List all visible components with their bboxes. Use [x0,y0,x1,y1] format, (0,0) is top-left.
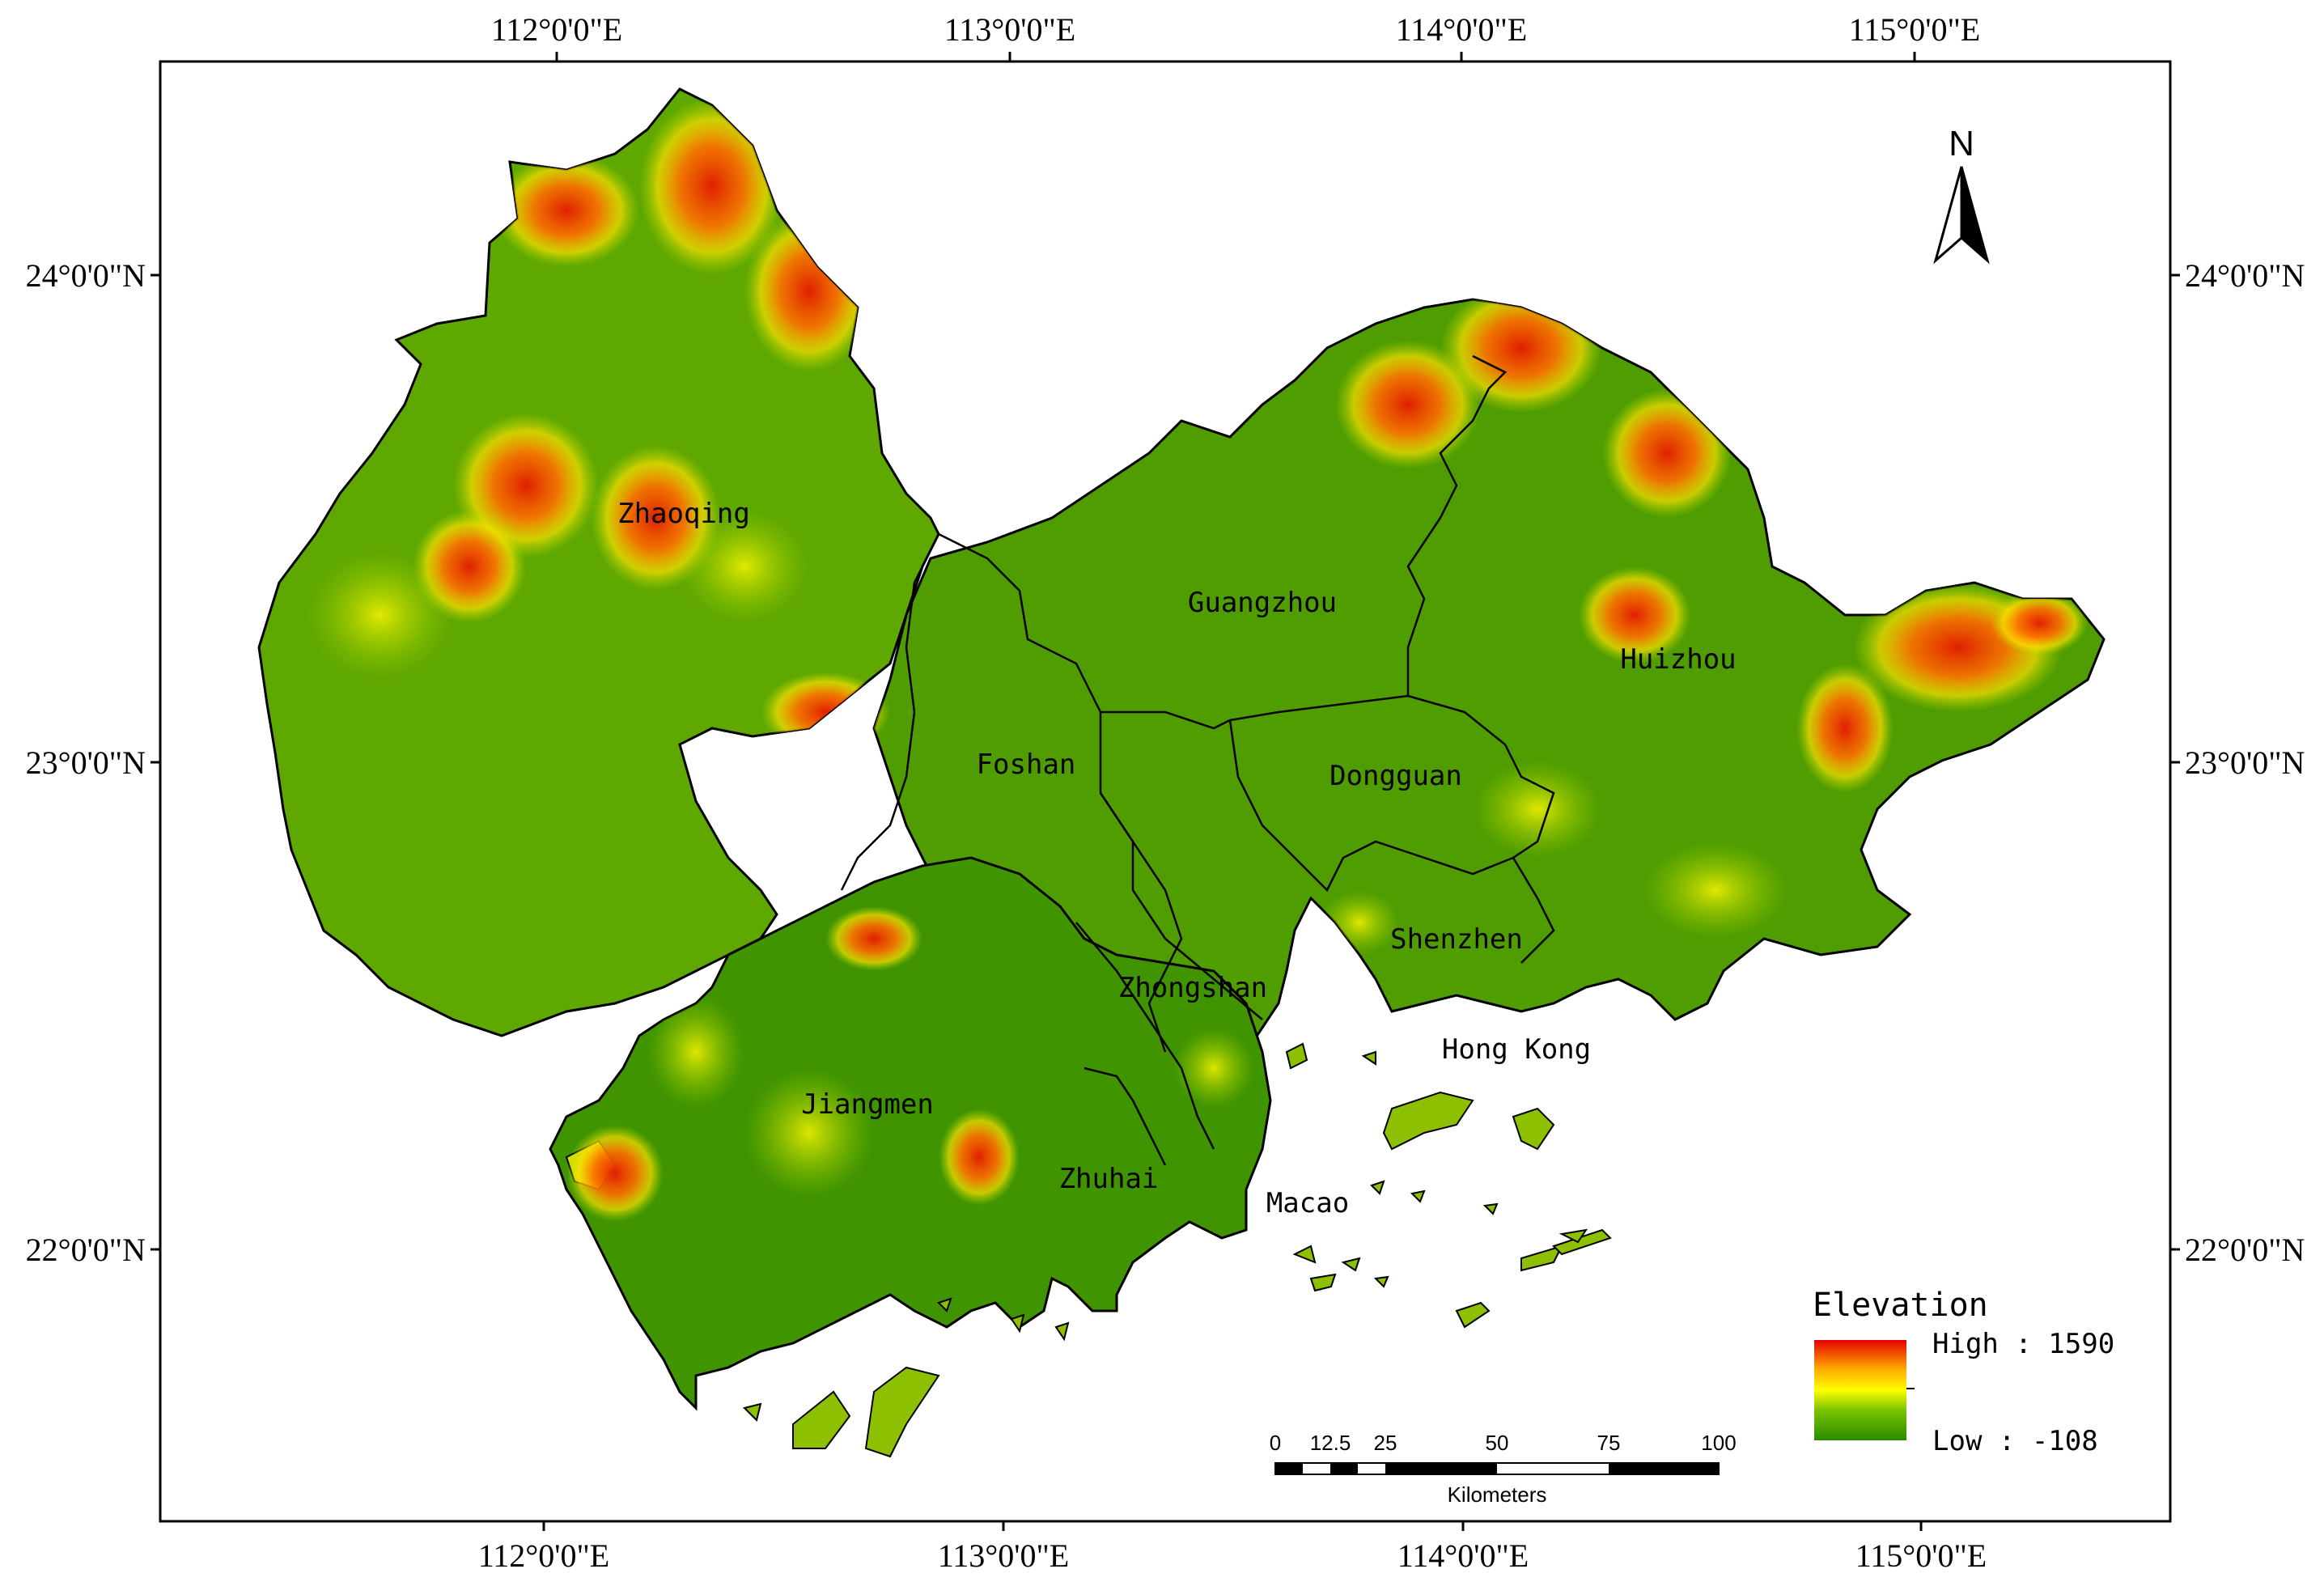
islands [743,1042,1612,1458]
lat-label: 24°0'0"N [26,257,146,294]
scale-tick-label: 50 [1486,1431,1509,1455]
legend-low-label: Low : -108 [1932,1425,2098,1457]
legend: Elevation High : 1590 Low : -108 [1813,1287,2114,1457]
lon-label: 114°0'0"E [1396,11,1527,48]
lon-label: 113°0'0"E [944,11,1075,48]
city-label-macao: Macao [1266,1187,1349,1219]
top-longitude-labels: 112°0'0"E 113°0'0"E 114°0'0"E 115°0'0"E [491,11,1980,48]
scale-tick-label: 100 [1701,1431,1736,1455]
lon-label: 113°0'0"E [938,1537,1069,1574]
city-label-hongkong: Hong Kong [1442,1033,1591,1066]
scale-tick-label: 75 [1597,1431,1621,1455]
lat-label: 23°0'0"N [26,744,146,781]
lat-label: 22°0'0"N [26,1232,146,1268]
scale-unit-label: Kilometers [1448,1482,1547,1507]
north-arrow-right-icon [1960,166,1990,265]
legend-high-label: High : 1590 [1932,1328,2114,1360]
city-boundaries [840,354,1555,1166]
bottom-longitude-labels: 112°0'0"E 113°0'0"E 114°0'0"E 115°0'0"E [478,1537,1987,1574]
legend-color-ramp [1814,1340,1906,1440]
scale-tick-label: 25 [1374,1431,1397,1455]
lon-label: 114°0'0"E [1397,1537,1529,1574]
city-label-zhongshan: Zhongshan [1118,972,1267,1004]
city-label-jiangmen: Jiangmen [801,1088,934,1121]
city-label-zhaoqing: Zhaoqing [617,498,750,530]
city-label-guangzhou: Guangzhou [1188,587,1337,619]
city-label-foshan: Foshan [977,748,1076,781]
city-label-huizhou: Huizhou [1620,643,1736,676]
north-label: N [1949,124,1974,163]
city-label-shenzhen: Shenzhen [1390,923,1523,956]
north-arrow: N [1933,124,1990,265]
lon-label: 112°0'0"E [478,1537,609,1574]
lat-label: 23°0'0"N [2185,744,2305,781]
city-labels: Zhaoqing Guangzhou Huizhou Foshan Donggu… [617,498,1737,1219]
lat-label: 24°0'0"N [2185,257,2305,294]
lat-label: 22°0'0"N [2185,1232,2305,1268]
map-frame [159,60,2172,1523]
lon-label: 112°0'0"E [491,11,622,48]
city-label-dongguan: Dongguan [1330,760,1462,792]
scale-tick-label: 0 [1270,1431,1281,1455]
legend-title: Elevation [1813,1287,1988,1324]
scale-bar: 0 12.5 25 50 75 100 Kilometers [1270,1431,1737,1507]
lon-label: 115°0'0"E [1849,11,1980,48]
lon-label: 115°0'0"E [1855,1537,1987,1574]
north-arrow-left-icon [1933,166,1963,265]
scale-tick-label: 12.5 [1310,1431,1351,1455]
graticule-ticks [151,52,2180,1531]
city-label-zhuhai: Zhuhai [1059,1163,1159,1195]
left-latitude-labels: 24°0'0"N 23°0'0"N 22°0'0"N [26,257,146,1268]
right-latitude-labels: 24°0'0"N 23°0'0"N 22°0'0"N [2185,257,2305,1268]
